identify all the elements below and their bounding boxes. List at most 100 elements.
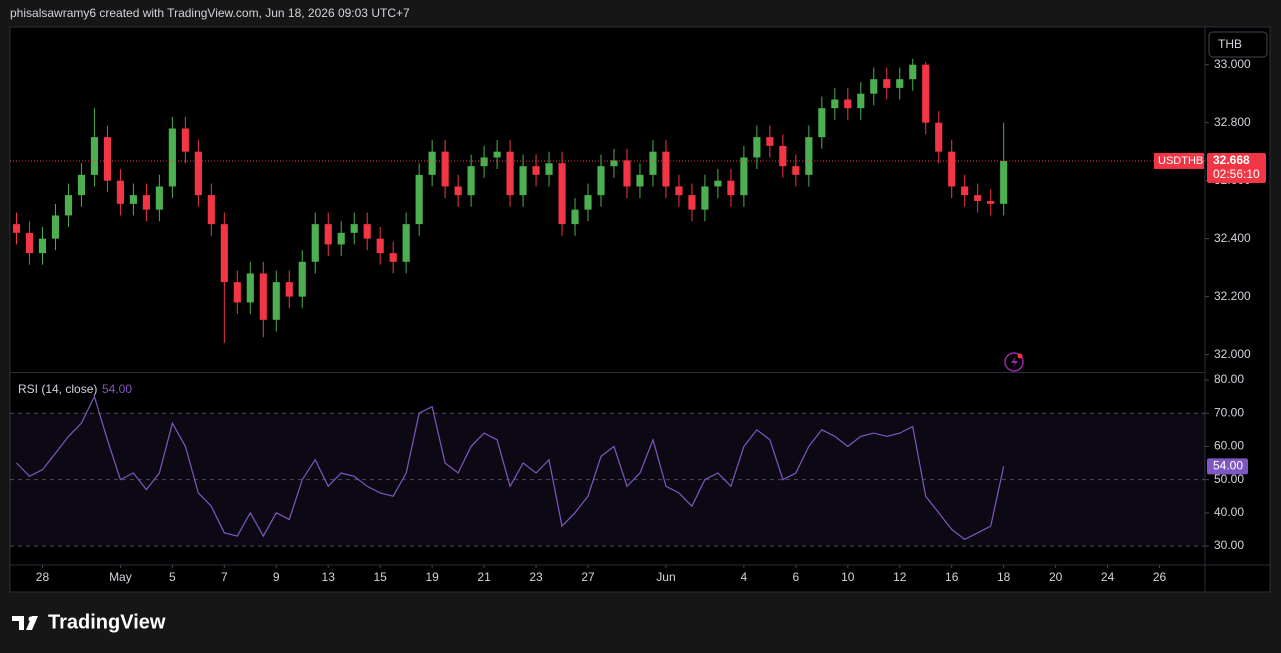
candle-body	[727, 180, 735, 196]
candle-body	[662, 151, 670, 187]
candle-body	[116, 180, 124, 204]
candle-body	[974, 195, 982, 201]
y-tick-label: 50.00	[1214, 472, 1244, 486]
candle-body	[701, 186, 709, 210]
candle-body	[610, 160, 618, 167]
candle-body	[961, 186, 969, 196]
currency-button[interactable]	[1208, 31, 1268, 58]
candle-body	[324, 224, 332, 245]
candle-body	[818, 108, 826, 138]
candle-body	[168, 128, 176, 187]
alert-bolt	[1011, 356, 1018, 368]
alert-dot	[1017, 353, 1023, 359]
symbol-tag	[1154, 152, 1204, 169]
candle-body	[844, 99, 852, 109]
candle-body	[454, 186, 462, 196]
candle-body	[506, 151, 514, 196]
candle-body	[77, 174, 86, 196]
x-tick-label: 13	[322, 570, 336, 584]
candle-body	[415, 174, 423, 225]
candle-body	[558, 163, 566, 225]
candle-body	[948, 151, 956, 187]
candle-body	[753, 137, 761, 158]
brand-name: TradingView	[48, 611, 166, 633]
x-tick-label: 16	[945, 570, 959, 584]
x-tick-label: 6	[792, 570, 799, 584]
y-tick-label: 32.000	[1214, 347, 1251, 361]
price-tag	[1207, 152, 1266, 183]
x-tick-label: 24	[1101, 570, 1115, 584]
candle-body	[220, 224, 228, 283]
candle-body	[649, 151, 657, 175]
candle-body	[870, 79, 878, 94]
y-tick-label: 33.000	[1214, 57, 1251, 71]
candle-body	[64, 195, 73, 216]
candle-body	[519, 166, 527, 196]
candle-body	[376, 238, 384, 254]
y-tick-label: 60.00	[1214, 439, 1244, 453]
candle-body	[909, 64, 917, 80]
candle-body	[883, 79, 891, 88]
rsi-legend-value: 54.00	[102, 382, 132, 396]
x-tick-label: 20	[1049, 570, 1063, 584]
logo: TradingView	[12, 611, 166, 633]
x-tick-label: 18	[997, 570, 1011, 584]
x-tick-label: 27	[581, 570, 595, 584]
candle-body	[389, 253, 397, 262]
candle-body	[12, 224, 21, 233]
candle-body	[194, 151, 202, 196]
rsi-last-label: 54.00	[1213, 459, 1243, 473]
rsi-tag	[1207, 458, 1248, 475]
candle-body	[428, 151, 436, 175]
candle-body	[233, 282, 241, 303]
candle-body	[467, 166, 475, 196]
rsi-title: RSI (14, close)	[18, 382, 97, 396]
candle-body	[987, 200, 995, 204]
candle-body	[493, 151, 501, 158]
y-tick-label: 32.200	[1214, 289, 1251, 303]
alert-icon[interactable]	[1004, 352, 1024, 372]
x-tick-label: 19	[425, 570, 439, 584]
candle-body	[285, 282, 293, 297]
currency-label: THB	[1218, 37, 1242, 51]
candle-body	[584, 195, 592, 210]
y-tick-label: 80.00	[1214, 372, 1244, 386]
y-tick-label: 70.00	[1214, 405, 1244, 419]
candle-body	[623, 160, 631, 187]
candle-body	[714, 180, 722, 187]
candle-body	[766, 137, 774, 146]
x-tick-label: 28	[36, 570, 50, 584]
y-tick-label: 40.00	[1214, 505, 1244, 519]
candle-body	[38, 238, 47, 254]
candle-body	[857, 93, 865, 109]
candle-body	[51, 215, 60, 239]
x-tick-label: 26	[1153, 570, 1167, 584]
candle-body	[922, 64, 930, 123]
candle-body	[90, 137, 99, 175]
candle-body	[532, 166, 540, 175]
candle-body	[779, 145, 787, 167]
logo-dot	[28, 616, 34, 622]
candle-body	[246, 273, 254, 303]
chart-frame	[9, 26, 1271, 593]
rsi-line	[16, 394, 1005, 541]
candle-body	[480, 157, 488, 167]
x-tick-label: 7	[221, 570, 228, 584]
x-tick-label: 21	[477, 570, 491, 584]
candle-body	[207, 195, 215, 225]
candle-body	[740, 157, 748, 196]
candle-body	[337, 232, 345, 245]
candle-body	[129, 195, 137, 204]
y-tick-label: 30.00	[1214, 538, 1244, 552]
candle-body	[272, 282, 280, 320]
candle-body	[597, 166, 605, 196]
candle-body	[688, 195, 696, 210]
countdown-label: 02:56:10	[1213, 167, 1260, 181]
candle-body	[675, 186, 683, 196]
candle-body	[103, 137, 111, 181]
symbol-label: USDTHB	[1158, 155, 1203, 167]
x-tick-label: 15	[374, 570, 388, 584]
candle-body	[311, 224, 319, 262]
candle-body	[805, 137, 813, 175]
x-tick-label: 23	[529, 570, 543, 584]
